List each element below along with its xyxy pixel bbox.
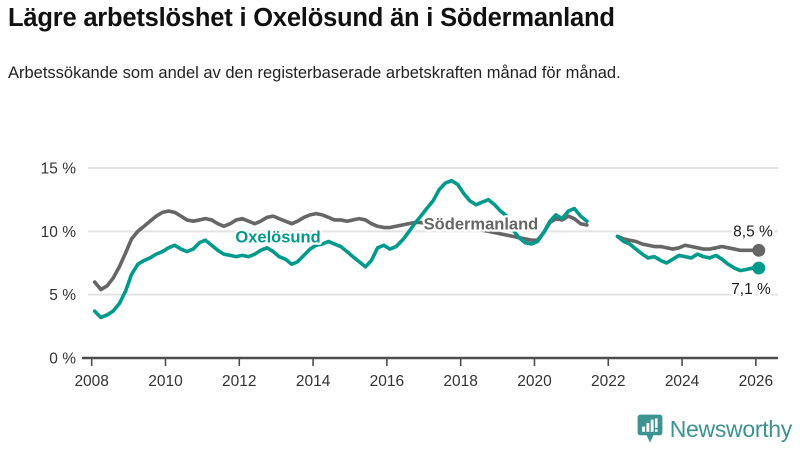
page-title: Lägre arbetslöshet i Oxelösund än i Söde… xyxy=(8,4,615,32)
end-value-label-sodermanland: 8,5 % xyxy=(733,223,773,240)
series-end-dot xyxy=(752,261,766,275)
end-value-label-oxelosund: 7,1 % xyxy=(731,281,771,298)
x-tick-label: 2014 xyxy=(296,373,331,390)
y-axis-tick-labels: 0 % 5 % 10 % 15 % xyxy=(41,161,77,368)
series-end-dot xyxy=(752,243,766,257)
line-chart: 0 % 5 % 10 % 15 % 2008 2010 2012 2014 2016 2018 2… xyxy=(0,150,800,395)
series-inline-labels: Södermanland Oxelösund xyxy=(233,213,540,249)
series-line xyxy=(615,234,761,253)
gridlines xyxy=(88,167,778,296)
series-end-markers xyxy=(752,243,766,275)
series-label-södermanland: Södermanland xyxy=(424,215,539,233)
x-axis xyxy=(82,356,778,366)
x-tick-label: 2022 xyxy=(591,373,625,390)
series-line xyxy=(92,178,589,320)
y-tick-label: 0 % xyxy=(49,351,76,368)
bar-chart-pin-icon xyxy=(637,414,663,444)
x-tick-label: 2016 xyxy=(370,373,404,390)
x-tick-label: 2012 xyxy=(222,373,256,390)
y-tick-label: 10 % xyxy=(41,224,77,241)
x-tick-label: 2026 xyxy=(739,373,773,390)
y-tick-label: 15 % xyxy=(41,161,77,178)
x-tick-label: 2024 xyxy=(665,373,700,390)
x-tick-label: 2010 xyxy=(148,373,183,390)
x-tick-label: 2020 xyxy=(517,373,552,390)
x-tick-label: 2018 xyxy=(443,373,477,390)
series-line xyxy=(92,209,589,292)
x-tick-label: 2008 xyxy=(74,373,108,390)
logo-wordmark: Newsworthy xyxy=(669,415,793,442)
series-label-oxelösund: Oxelösund xyxy=(235,229,320,247)
data-series-lines xyxy=(92,178,761,320)
page-subtitle: Arbetssökande som andel av den registerb… xyxy=(8,64,621,82)
series-line xyxy=(615,234,761,273)
chart-svg: 0 %5 %10 %15 % 2008 2010 2012 2014 2016 2018 2… xyxy=(41,161,778,390)
series-end-value-labels: 8,5 % 7,1 % xyxy=(729,221,775,300)
x-axis-tick-labels: 2008 2010 2012 2014 2016 2018 2020 2022 2024 2026 xyxy=(74,373,773,390)
newsworthy-logo[interactable]: Newsworthy xyxy=(637,414,792,444)
y-tick-label: 5 % xyxy=(49,287,76,304)
